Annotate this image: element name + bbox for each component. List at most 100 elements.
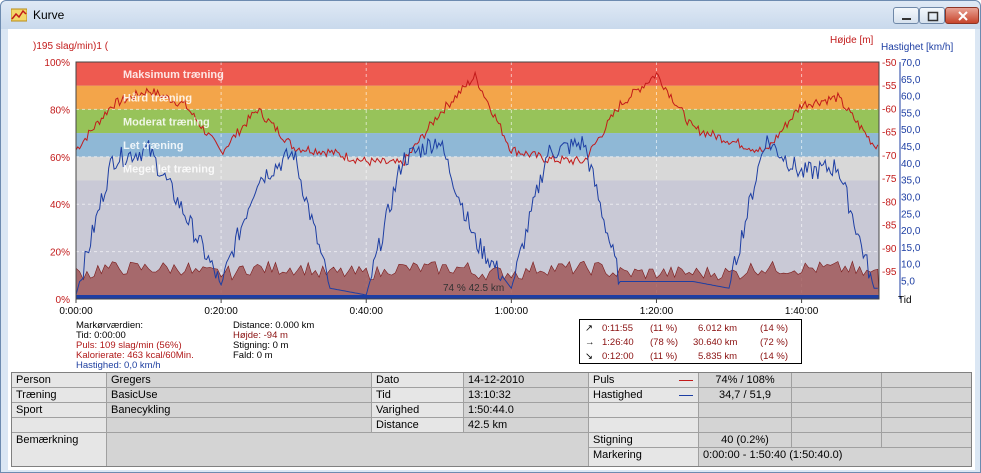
minimize-button[interactable] [893,7,919,24]
empty-cell [699,418,792,433]
zone-band [76,85,879,110]
sport-label: Sport [12,403,107,418]
maximize-button[interactable] [919,7,945,24]
empty-cell [792,418,882,433]
bottom-bar [76,295,879,299]
sport-value[interactable]: Banecykling [107,403,372,418]
cadence-area [75,260,880,300]
segment-time: 1:26:40 [602,337,634,348]
markering-value[interactable]: 0:00:00 - 1:50:40 (1:50:40.0) [699,448,971,466]
empty-cell [792,373,882,388]
time-tick-label: 0:40:00 [350,306,384,317]
minimize-icon [902,18,911,20]
speed-tick-label: 70,0 [901,58,921,69]
empty-cell [882,418,971,433]
speed-tick-label: 45,0 [901,142,921,153]
empty-cell [699,403,792,418]
hastighed-label-text: Hastighed [593,389,643,401]
marker-hoejde: Højde: -94 m [233,330,288,341]
right-arrow-icon: → [585,337,595,348]
speed-line [75,135,878,296]
marker-fald: Fald: 0 m [233,350,273,361]
traening-label: Træning [12,388,107,403]
hastighed-legend-line [679,395,693,396]
traening-value[interactable]: BasicUse [107,388,372,403]
hastighed-value[interactable]: 34,7 / 51,9 [699,388,792,403]
title-bar[interactable]: Kurve [1,1,980,29]
close-button[interactable] [945,7,979,24]
varighed-value[interactable]: 1:50:44.0 [464,403,589,418]
marker-hastighed: Hastighed: 0,0 km/h [76,360,161,371]
hoejde-tick-label: -95 [882,267,897,278]
hoejde-tick-label: -85 [882,221,897,232]
empty-cell [792,388,882,403]
speed-tick-label: 55,0 [901,108,921,119]
speed-tick-label: 60,0 [901,92,921,103]
right-axis-title-speed: Hastighet [km/h] [881,42,953,53]
empty-cell [12,418,107,433]
empty-cell [792,403,882,418]
segment-time: 0:11:55 [602,323,633,334]
time-tick-label: 0:20:00 [204,306,238,317]
segment-row: ↗ 0:11:55 (11 %) 6.012 km (14 %) [580,323,801,335]
zone-label: Moderat træning [123,116,210,128]
empty-cell [882,403,971,418]
zone-band [76,62,879,86]
time-tick-label: 1:40:00 [785,306,819,317]
tid-value[interactable]: 13:10:32 [464,388,589,403]
segment-dist-pct: (72 %) [760,337,788,348]
speed-tick-label: 50,0 [901,125,921,136]
markering-label: Markering [589,448,699,466]
empty-cell [589,403,699,418]
hastighed-label: Hastighed [589,388,699,403]
distance-label: Distance [372,418,464,433]
segment-dist: 5.835 km [698,351,738,362]
marker-puls: Puls: 109 slag/min (56%) [76,340,182,351]
hoejde-tick-label: -50 [882,58,897,69]
empty-cell [882,388,971,403]
dato-value[interactable]: 14-12-2010 [464,373,589,388]
varighed-label: Varighed [372,403,464,418]
speed-tick-label: 10,0 [901,260,921,271]
zone-label: Hård træning [123,93,192,105]
pct-tick-label: 40% [50,200,70,211]
marker-info-2: Distance: 0.000 km Højde: -94 m Stigning… [233,321,314,361]
puls-value[interactable]: 74% / 108% [699,373,792,388]
zone-bands [76,62,879,299]
hoejde-tick-label: -60 [882,104,897,115]
speed-tick-label: 35,0 [901,176,921,187]
empty-cell [589,418,699,433]
empty-cell [882,373,971,388]
right-axis-title-hoejde: Højde [m] [830,35,874,46]
puls-label: Puls [589,373,699,388]
segment-row: ↘ 0:12:00 (11 %) 5.835 km (14 %) [580,351,801,363]
zone-label: Let træning [123,140,184,152]
speed-tick-label: 40,0 [901,159,921,170]
stigning-value[interactable]: 40 (0.2%) [699,433,792,448]
zone-labels: Maksimum træning Hård træning Moderat træn… [123,69,224,176]
segment-stats-box: ↗ 0:11:55 (11 %) 6.012 km (14 %) → 1:26:… [579,319,802,364]
segment-dist-pct: (14 %) [760,323,788,334]
pct-tick-label: 80% [50,105,70,116]
marker-time: Tid: 0:00:00 [76,330,126,341]
hoejde-tick-label: -80 [882,197,897,208]
person-value[interactable]: Gregers [107,373,372,388]
pct-tick-label: 20% [50,248,70,259]
down-arrow-icon: ↘ [585,351,593,362]
hoejde-tick-label: -75 [882,174,897,185]
zone-band [76,156,879,181]
empty-cell [792,433,882,448]
marker-stigning: Stigning: 0 m [233,340,289,351]
distance-value[interactable]: 42.5 km [464,418,589,433]
segment-pct: (11 %) [650,323,678,334]
person-label: Person [12,373,107,388]
curve-chart[interactable]: Maksimum træning Hård træning Moderat træn… [8,29,975,319]
dato-label: Dato [372,373,464,388]
segment-dist: 30.640 km [693,337,738,348]
client-area: Maksimum træning Hård træning Moderat træn… [8,29,975,470]
bemaerkning-value[interactable] [107,433,589,466]
speed-tick-label: 5,0 [901,277,915,288]
segment-dist-pct: (14 %) [760,351,788,362]
speed-tick-label: 20,0 [901,226,921,237]
